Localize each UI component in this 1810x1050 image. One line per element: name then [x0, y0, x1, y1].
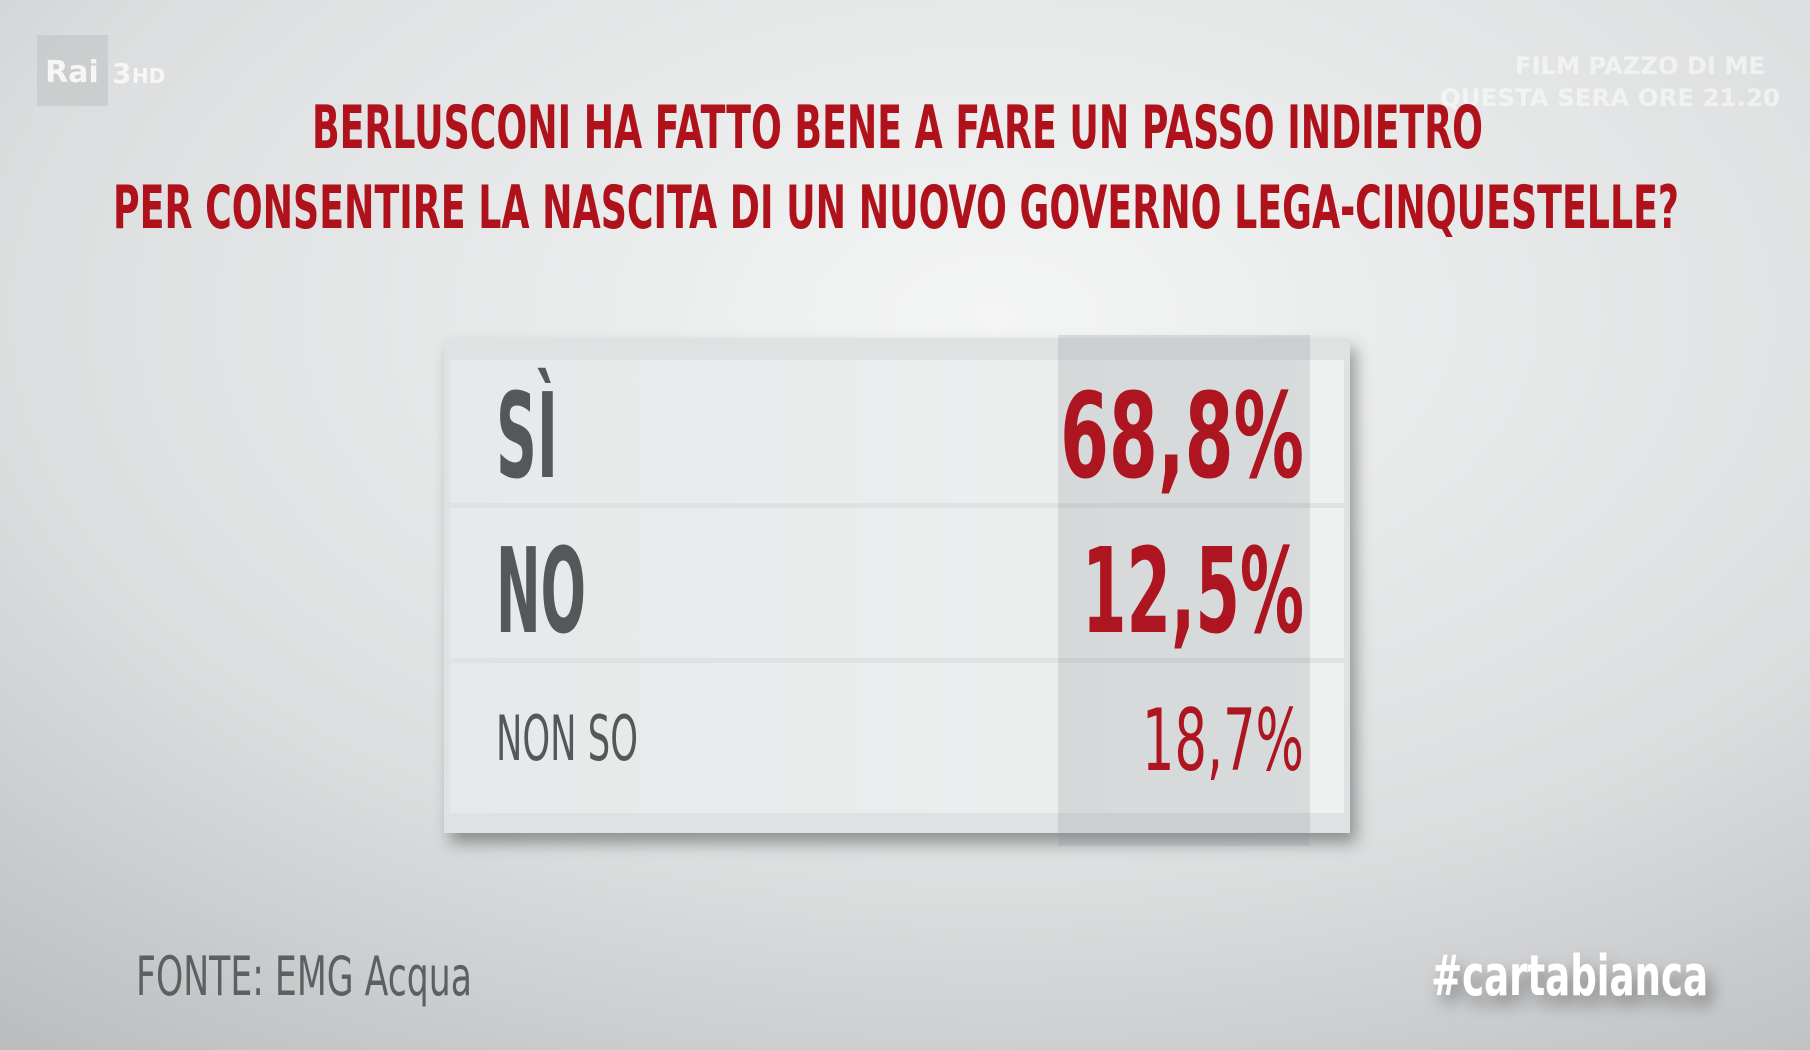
logo-box: [37, 35, 108, 106]
row-value: 12,5%: [1082, 522, 1304, 660]
table-row: [450, 663, 1344, 813]
source: FONTE: EMG Acqua: [136, 945, 472, 1008]
row-label: NO: [496, 522, 586, 660]
promo-line: FILM PAZZO DI ME: [1515, 52, 1765, 80]
table-row: [450, 360, 1344, 503]
row-label: NON SO: [496, 702, 638, 775]
row-label: SÌ: [496, 367, 558, 505]
title-line: BERLUSCONI HA FATTO BENE A FARE UN PASSO…: [312, 93, 1483, 163]
row-value: 18,7%: [1142, 691, 1304, 791]
row-value: 68,8%: [1060, 367, 1304, 505]
table: [444, 338, 1350, 833]
logo-quality: HD: [132, 64, 165, 88]
value-column: [1058, 335, 1310, 846]
logo-brand: Rai: [45, 55, 99, 90]
hashtag: #cartabianca: [1431, 944, 1708, 1009]
promo-line: QUESTA SERA ORE 21.20: [1440, 84, 1780, 112]
logo-channel: 3: [112, 57, 131, 90]
title-line: PER CONSENTIRE LA NASCITA DI UN NUOVO GO…: [113, 173, 1679, 243]
table-row: [450, 508, 1344, 658]
